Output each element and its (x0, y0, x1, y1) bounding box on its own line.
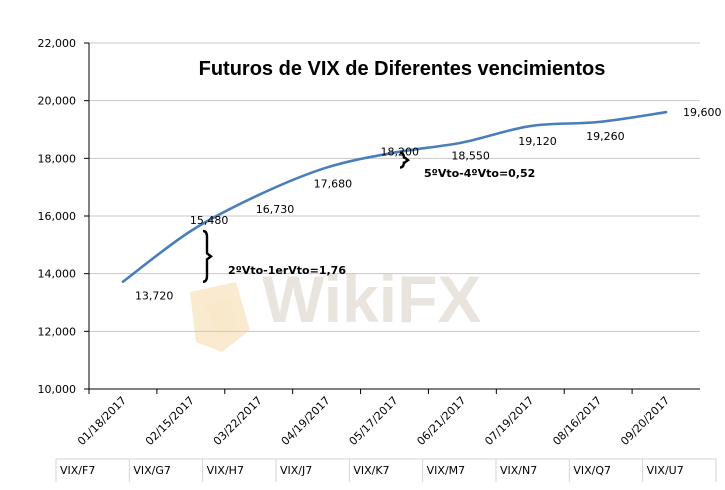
watermark-text: WikiFX (262, 262, 481, 336)
contract-code: VIX/M7 (427, 464, 466, 477)
x-tick-labels: 01/18/2017 02/15/2017 03/22/2017 04/19/2017… (75, 389, 672, 448)
y-tick-label: 22,000 (38, 37, 77, 50)
contract-code-row: VIX/F7 VIX/G7 VIX/H7 VIX/J7 VIX/K7 VIX/M7 VIX/… (55, 458, 717, 482)
watermark-logo-icon (190, 282, 250, 352)
data-label: 19,120 (518, 135, 557, 148)
axes (88, 43, 700, 390)
data-label: 13,720 (135, 290, 174, 303)
y-tick-labels: 10,000 12,000 14,000 16,000 18,000 20,000 22,0… (38, 37, 77, 396)
data-label: 19,260 (586, 130, 625, 143)
data-label: 18,550 (451, 149, 490, 162)
y-tick-label: 12,000 (38, 325, 77, 338)
y-tick-label: 20,000 (38, 95, 77, 108)
grid (84, 42, 700, 390)
annotation-label: 2ºVto-1erVto=1,76 (228, 264, 346, 277)
contract-code: VIX/G7 (133, 464, 171, 477)
contract-code: VIX/Q7 (573, 464, 611, 477)
y-tick-label: 14,000 (38, 268, 77, 281)
annotation-label: 5ºVto-4ºVto=0,52 (424, 167, 535, 180)
chart-title: Futuros de VIX de Diferentes vencimiento… (199, 58, 606, 80)
contract-code: VIX/N7 (500, 464, 537, 477)
series (121, 110, 668, 284)
x-tick-label: 01/18/2017 (75, 394, 129, 448)
watermark: WikiFX (190, 262, 481, 352)
data-label: 17,680 (314, 178, 353, 191)
data-label: 18,200 (381, 146, 420, 159)
contract-code: VIX/J7 (280, 464, 312, 477)
contract-code: VIX/F7 (60, 464, 95, 477)
x-tick-label: 08/16/2017 (550, 394, 604, 448)
data-label: 16,730 (256, 203, 295, 216)
data-labels: 13,720 15,480 16,730 17,680 18,200 18,550 19,1… (135, 106, 722, 303)
data-label: 19,600 (683, 106, 722, 119)
contract-code: VIX/U7 (647, 464, 684, 477)
y-tick-label: 10,000 (38, 383, 77, 396)
x-tick-label: 03/22/2017 (211, 394, 265, 448)
data-label: 15,480 (190, 214, 229, 227)
x-tick-label: 02/15/2017 (143, 394, 197, 448)
series-line (121, 110, 668, 284)
x-tick-label: 07/19/2017 (482, 394, 536, 448)
contract-code: VIX/H7 (207, 464, 244, 477)
x-tick-label: 09/20/2017 (618, 394, 672, 448)
y-tick-label: 18,000 (38, 152, 77, 165)
x-tick-label: 06/21/2017 (414, 394, 468, 448)
annotations: 2ºVto-1erVto=1,76 5ºVto-4ºVto=0,52 (202, 151, 535, 283)
annotation-brace (202, 229, 213, 283)
y-tick-label: 16,000 (38, 210, 77, 223)
x-tick-label: 05/17/2017 (347, 394, 401, 448)
x-tick-label: 04/19/2017 (279, 394, 333, 448)
annotation-brace (399, 151, 410, 169)
contract-code: VIX/K7 (353, 464, 389, 477)
